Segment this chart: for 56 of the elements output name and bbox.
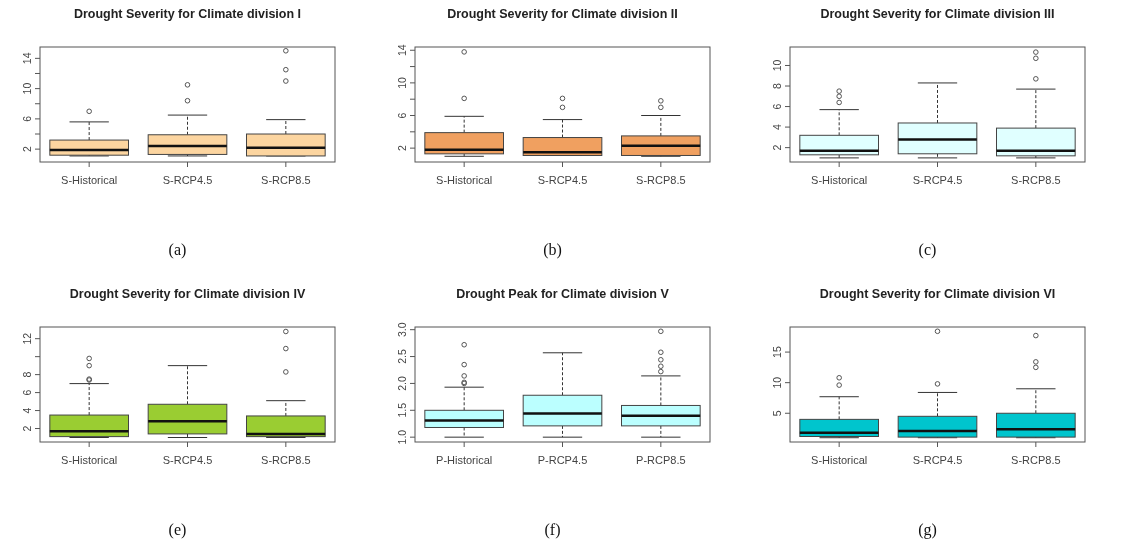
y-tick-label: 2.0 bbox=[396, 375, 408, 391]
y-tick-label: 2 bbox=[21, 425, 33, 432]
x-tick-label: S-Historical bbox=[61, 174, 118, 186]
y-tick-label: 6 bbox=[21, 115, 33, 122]
text: (c) bbox=[918, 241, 937, 259]
y-tick-label: 14 bbox=[21, 52, 33, 65]
y-tick-label: 12 bbox=[21, 332, 33, 345]
y-tick-label: 1.5 bbox=[396, 402, 408, 418]
x-tick-label: P-Historical bbox=[436, 454, 493, 466]
chart-title: Drought Peak for Climate division V bbox=[456, 287, 670, 301]
chart-title: Drought Severity for Climate division I bbox=[73, 7, 302, 21]
y-tick-label: 2 bbox=[396, 145, 408, 152]
x-tick-label: S-Historical bbox=[61, 454, 118, 466]
y-tick-label: 6 bbox=[21, 389, 33, 396]
y-tick-label: 6 bbox=[396, 112, 408, 119]
x-tick-label: S-RCP8.5 bbox=[261, 174, 311, 186]
chart-title: Drought Severity for Climate division VI bbox=[819, 287, 1056, 301]
y-tick-label: 8 bbox=[21, 371, 33, 378]
y-tick-label: 2 bbox=[771, 144, 783, 151]
x-tick-label: S-Historical bbox=[436, 174, 493, 186]
y-tick-label: 5 bbox=[771, 410, 783, 417]
y-tick-label: 10 bbox=[771, 376, 783, 389]
y-tick-label: 2.5 bbox=[396, 349, 408, 364]
x-tick-label: P-RCP8.5 bbox=[636, 454, 686, 466]
x-tick-label: S-RCP4.5 bbox=[912, 174, 963, 186]
x-tick-label: S-RCP8.5 bbox=[1011, 454, 1061, 466]
x-tick-label: S-Historical bbox=[811, 454, 868, 466]
y-tick-label: 8 bbox=[771, 82, 783, 89]
x-tick-label: S-RCP8.5 bbox=[636, 174, 686, 186]
y-tick-label: 4 bbox=[771, 124, 783, 131]
text: (g) bbox=[918, 521, 937, 539]
y-tick-label: 4 bbox=[21, 407, 33, 414]
y-tick-label: 15 bbox=[771, 346, 783, 358]
y-tick-label: 10 bbox=[21, 82, 33, 95]
text: (a) bbox=[168, 241, 187, 259]
x-tick-label: S-RCP8.5 bbox=[261, 454, 311, 466]
x-tick-label: S-RCP4.5 bbox=[162, 174, 213, 186]
y-tick-label: 10 bbox=[771, 59, 783, 72]
x-tick-label: S-Historical bbox=[811, 174, 868, 186]
text: (b) bbox=[543, 241, 562, 259]
x-tick-label: S-RCP8.5 bbox=[1011, 174, 1061, 186]
text: (f) bbox=[544, 521, 561, 539]
y-tick-label: 1.0 bbox=[396, 429, 408, 445]
x-tick-label: S-RCP4.5 bbox=[537, 174, 588, 186]
chart-title: Drought Severity for Climate division II bbox=[447, 7, 678, 21]
y-tick-label: 3.0 bbox=[396, 322, 408, 337]
y-tick-label: 6 bbox=[771, 103, 783, 110]
text: (e) bbox=[168, 521, 187, 539]
y-tick-label: 14 bbox=[396, 44, 408, 57]
y-tick-label: 10 bbox=[396, 76, 408, 89]
y-tick-label: 2 bbox=[21, 146, 33, 153]
x-tick-label: P-RCP4.5 bbox=[537, 454, 588, 466]
chart-title: Drought Severity for Climate division III bbox=[820, 7, 1055, 21]
x-tick-label: S-RCP4.5 bbox=[162, 454, 213, 466]
chart-title: Drought Severity for Climate division IV bbox=[69, 287, 306, 301]
x-tick-label: S-RCP4.5 bbox=[912, 454, 963, 466]
